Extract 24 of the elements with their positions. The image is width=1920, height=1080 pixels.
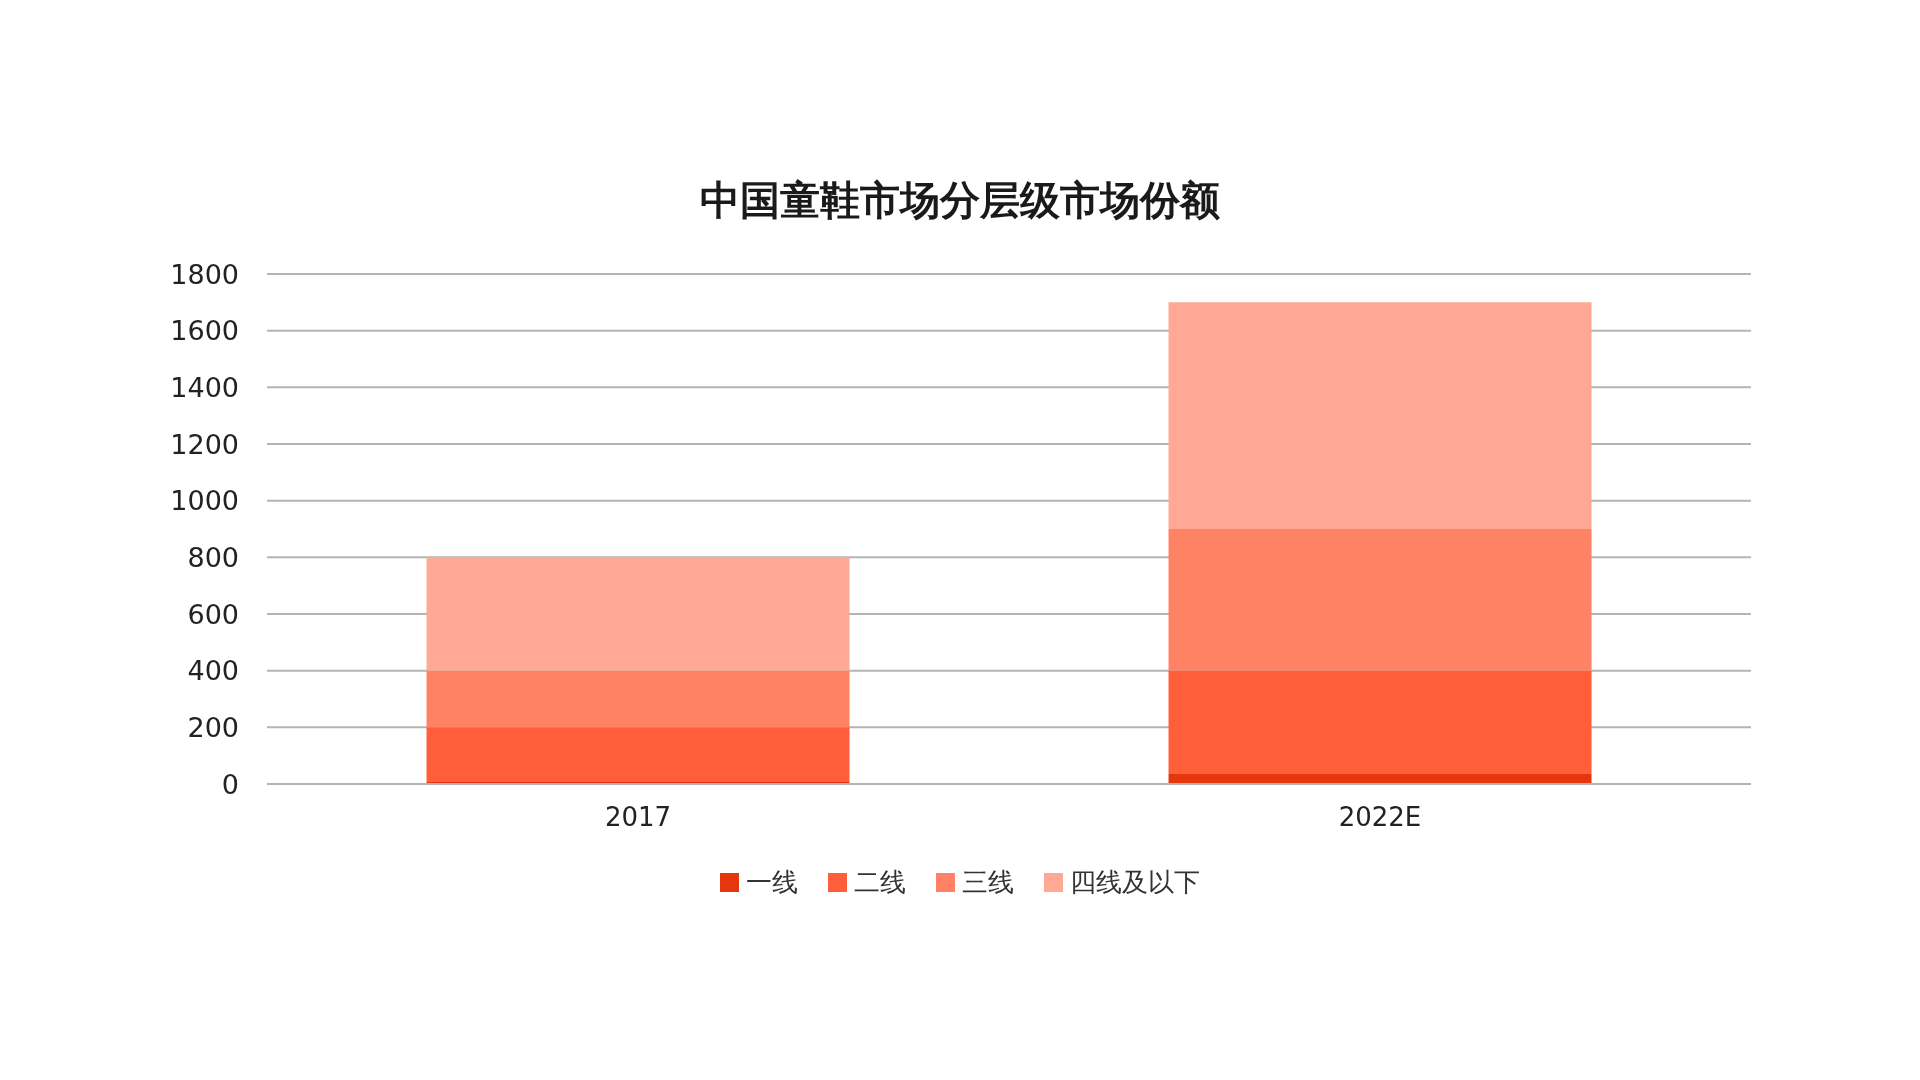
y-tick-label: 400 <box>187 655 239 687</box>
bar <box>426 557 850 671</box>
legend-label: 二线 <box>854 866 906 898</box>
legend-label: 一线 <box>746 866 798 898</box>
x-tick-label: 2017 <box>604 802 672 833</box>
y-tick-label: 1000 <box>170 485 239 517</box>
y-tick-label: 200 <box>187 711 239 743</box>
bar <box>426 727 850 782</box>
y-tick-label: 1200 <box>170 428 239 460</box>
x-tick-label: 2022E <box>1338 802 1422 833</box>
y-tick-label: 0 <box>221 768 239 800</box>
bar <box>1168 774 1592 784</box>
y-tick-label: 1800 <box>170 258 239 290</box>
legend-label: 四线及以下 <box>1070 866 1200 898</box>
bar <box>1168 670 1592 775</box>
chart-title: 中国童鞋市场分层级市场份额 <box>699 176 1221 225</box>
y-tick-label: 1600 <box>170 315 239 347</box>
legend-label: 三线 <box>962 866 1014 898</box>
bar <box>1168 302 1592 529</box>
y-tick-label: 1400 <box>170 371 239 403</box>
y-tick-label: 600 <box>187 598 239 630</box>
bar <box>426 670 850 728</box>
y-tick-label: 800 <box>187 541 239 573</box>
bar <box>1168 529 1592 671</box>
